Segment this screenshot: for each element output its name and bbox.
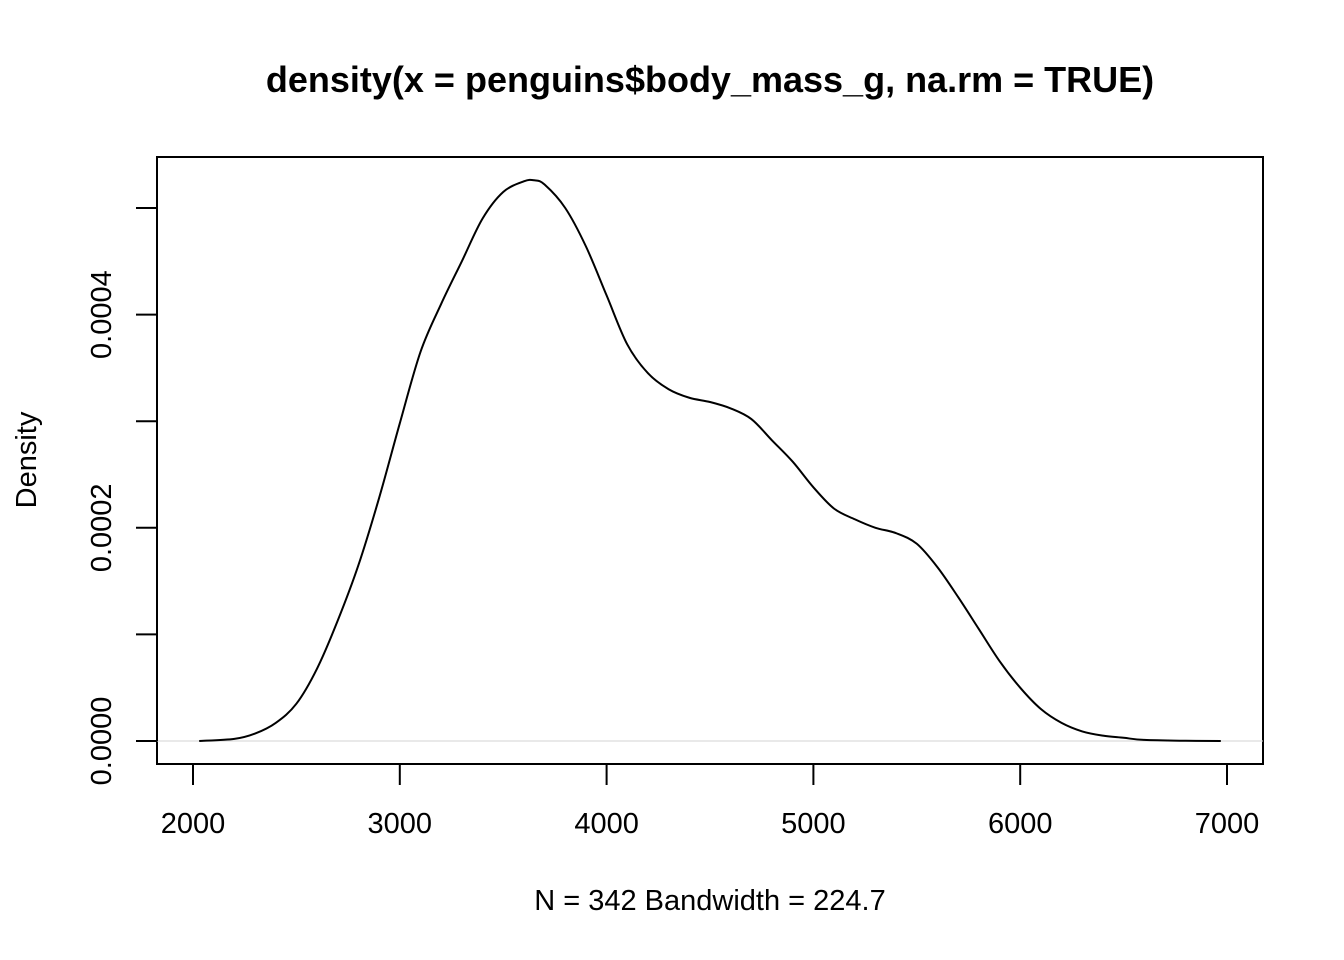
y-tick-label: 0.0000 (86, 697, 118, 786)
y-axis: 0.0000 0.0002 0.0004 (86, 207, 158, 786)
x-axis-label: N = 342 Bandwidth = 224.7 (534, 885, 885, 917)
y-axis-label: Density (11, 411, 43, 508)
x-tick-label: 3000 (368, 808, 433, 840)
density-curve (199, 178, 1221, 742)
x-axis: 2000 3000 4000 5000 6000 7000 (161, 763, 1260, 840)
y-tick-label: 0.0002 (86, 483, 118, 572)
chart-title: density(x = penguins$body_mass_g, na.rm … (266, 59, 1154, 100)
x-tick-label: 7000 (1195, 808, 1260, 840)
x-tick-label: 5000 (781, 808, 846, 840)
x-tick-label: 4000 (574, 808, 639, 840)
x-tick-label: 2000 (161, 808, 226, 840)
y-tick-label: 0.0004 (86, 270, 118, 359)
plot-frame (156, 156, 1264, 765)
x-tick-label: 6000 (988, 808, 1053, 840)
